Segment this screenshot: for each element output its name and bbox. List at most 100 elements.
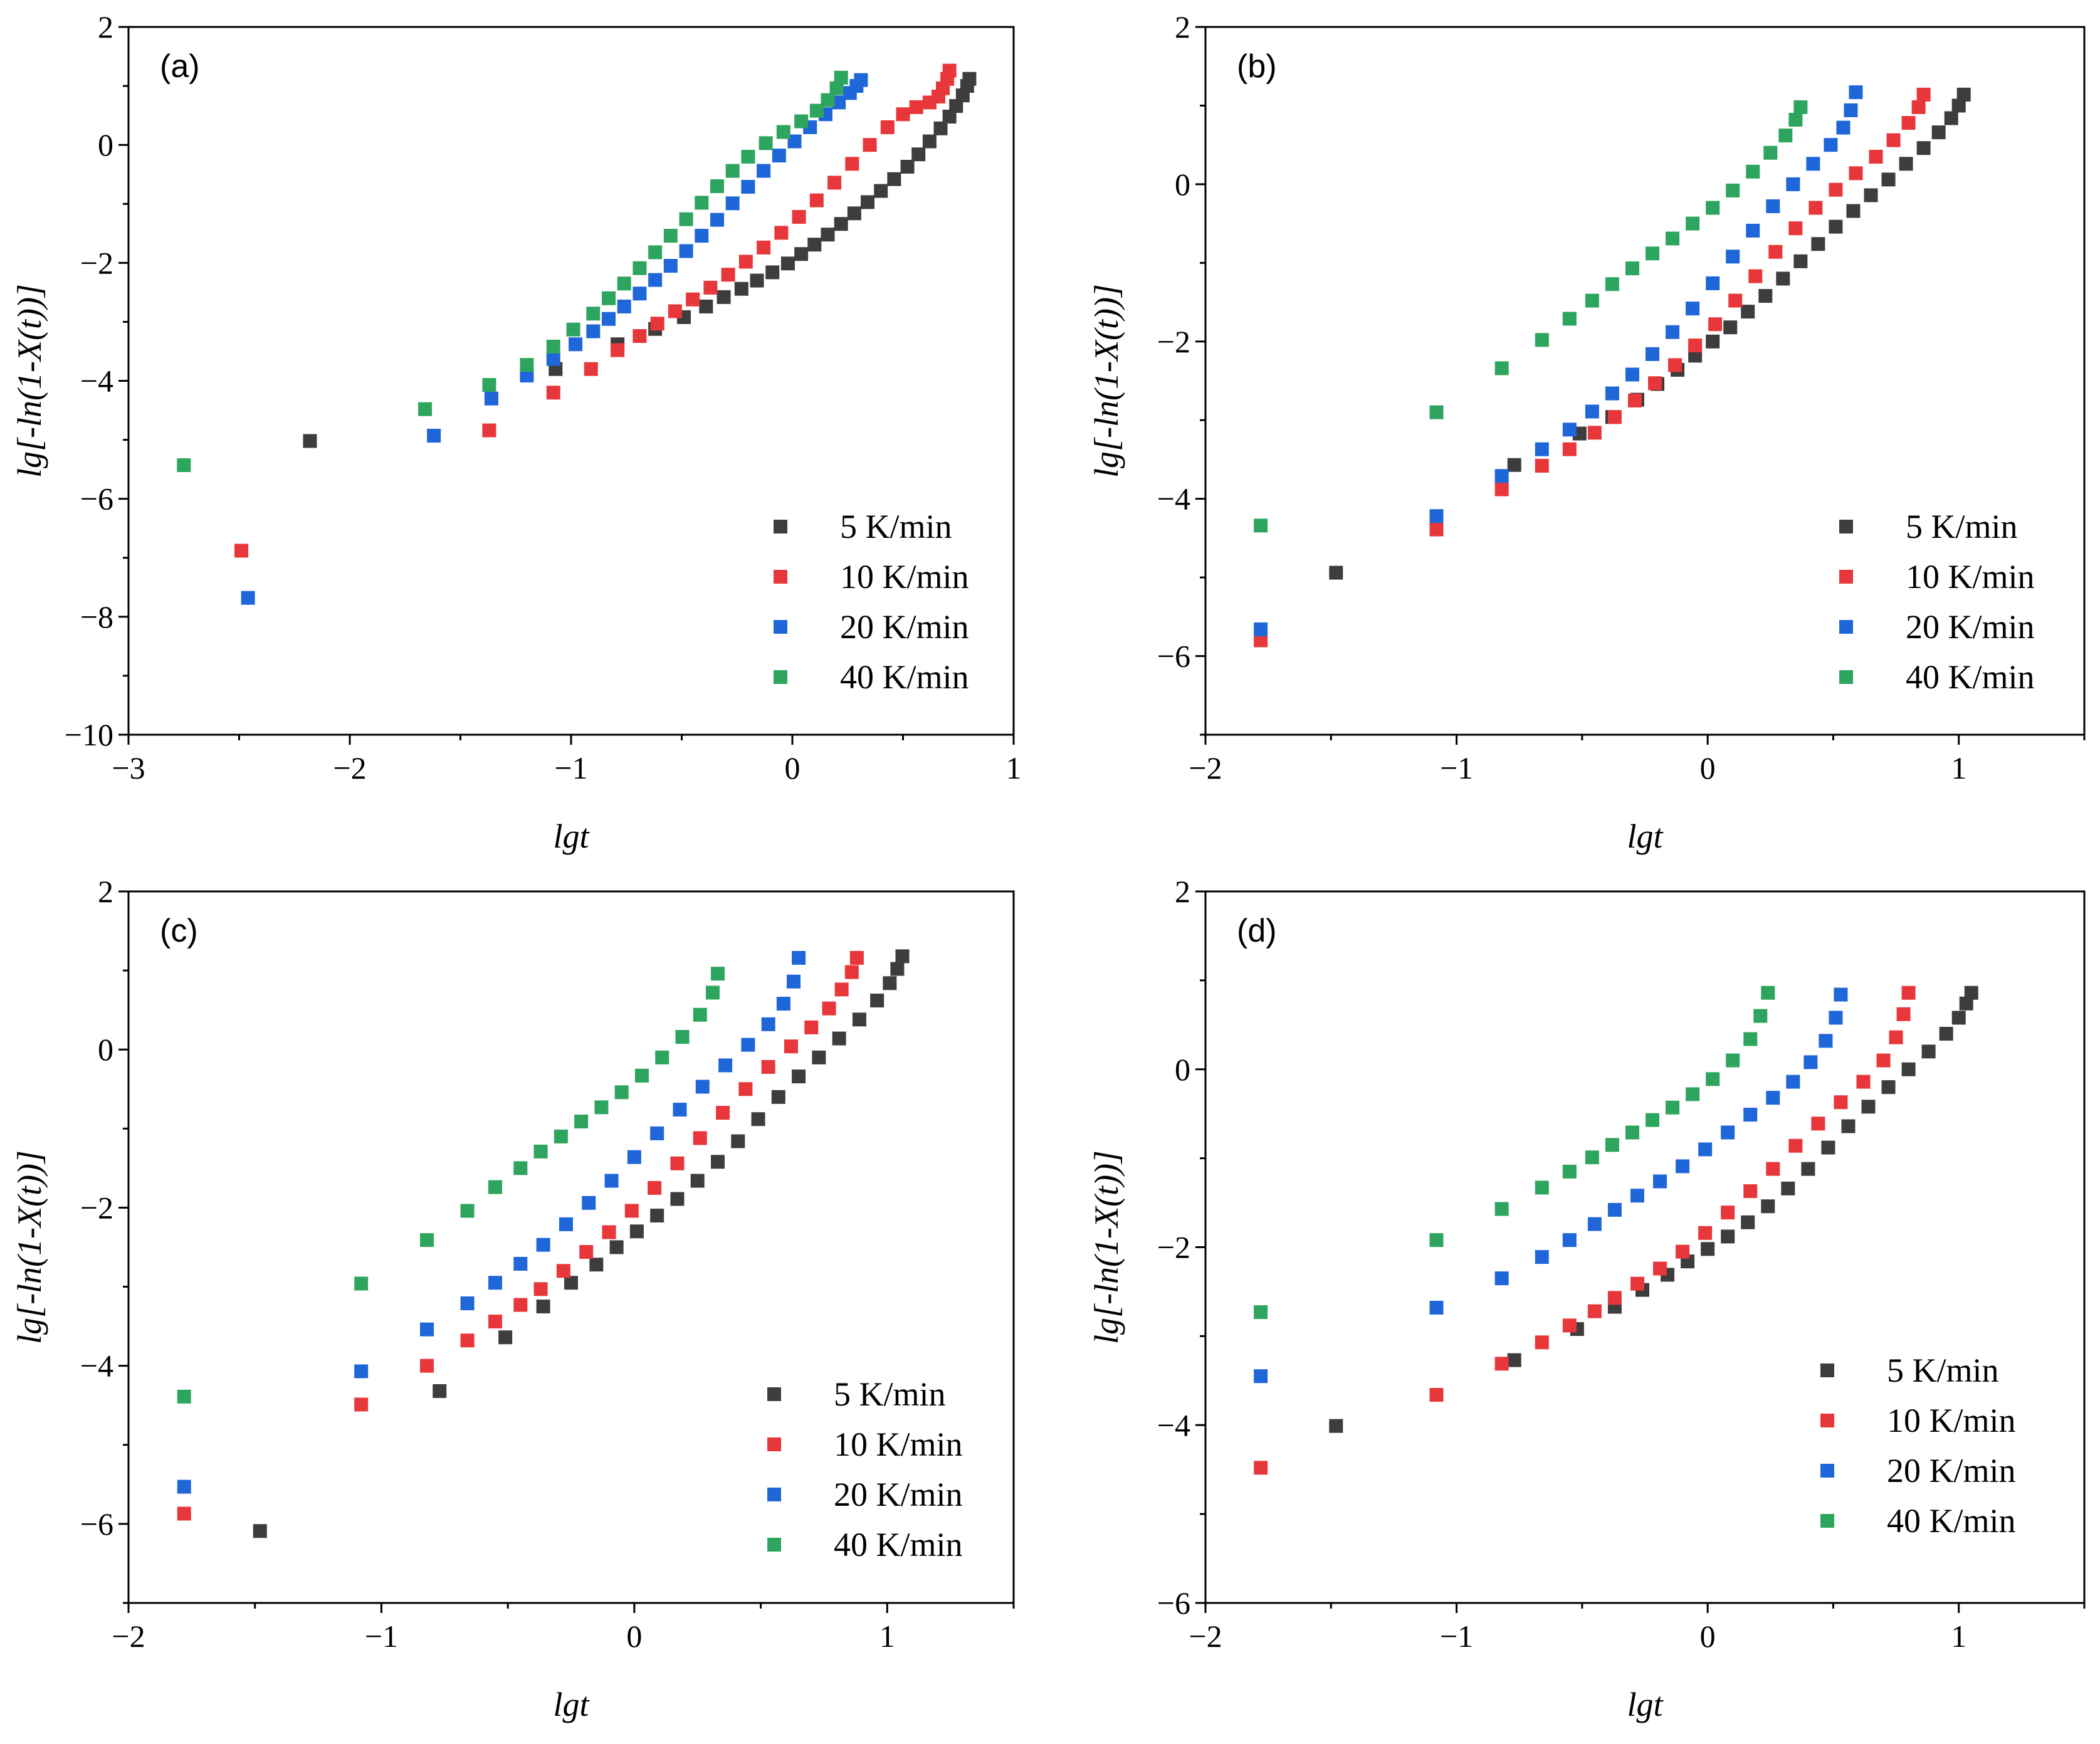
data-point	[1587, 426, 1602, 440]
data-point	[675, 1030, 690, 1044]
data-point	[559, 1217, 573, 1231]
data-point	[1786, 1074, 1800, 1089]
data-point	[1698, 1226, 1713, 1240]
data-point	[690, 1174, 705, 1188]
data-point	[1921, 1044, 1936, 1059]
data-point	[794, 247, 809, 261]
data-point	[834, 70, 848, 85]
legend-marker	[1839, 670, 1853, 684]
legend: 5 K/min 10 K/min 20 K/min 40 K/min	[1820, 1352, 2016, 1540]
legend-label: 5 K/min	[1906, 508, 2018, 545]
data-point	[900, 159, 915, 174]
data-point	[1706, 201, 1720, 215]
data-point	[1776, 271, 1790, 286]
data-point	[420, 1233, 434, 1248]
data-point	[177, 1479, 191, 1494]
y-tick-label: −2	[80, 1190, 113, 1225]
x-tick-label: −2	[1189, 750, 1222, 785]
data-point	[1728, 293, 1743, 308]
x-tick-label: −1	[554, 750, 587, 785]
data-point	[1901, 1062, 1916, 1076]
data-point	[1535, 1250, 1549, 1264]
data-point	[890, 962, 905, 976]
data-point	[177, 1506, 191, 1521]
data-point	[460, 1296, 475, 1311]
data-point	[854, 73, 868, 87]
data-point	[569, 337, 583, 352]
data-point	[1494, 1357, 1509, 1371]
data-point	[725, 196, 740, 211]
legend-label: 10 K/min	[834, 1426, 963, 1463]
data-point	[460, 1204, 475, 1218]
data-point	[554, 1129, 568, 1143]
y-axis-title: lg[-ln(1-X(t))]	[11, 284, 48, 478]
data-point	[1698, 1142, 1713, 1157]
plot-frame	[1204, 26, 2086, 736]
data-point	[1605, 386, 1619, 401]
data-point	[1788, 221, 1803, 236]
data-point	[693, 1131, 707, 1145]
data-point	[484, 391, 498, 406]
data-point	[699, 299, 713, 313]
data-point	[1766, 1162, 1780, 1176]
data-point	[303, 434, 317, 448]
y-tick-label: 2	[98, 874, 113, 909]
data-point	[887, 172, 901, 186]
data-point	[1911, 100, 1926, 114]
data-point	[1507, 1353, 1521, 1367]
data-point	[807, 238, 822, 252]
data-point	[354, 1397, 369, 1412]
data-point	[1849, 166, 1863, 181]
data-point	[1781, 1181, 1795, 1195]
data-point	[710, 967, 725, 981]
data-point	[787, 974, 801, 989]
data-point	[693, 1007, 707, 1022]
y-tick-label: −2	[80, 245, 113, 280]
data-point	[482, 378, 496, 392]
data-point	[1836, 120, 1851, 135]
data-point	[1959, 996, 1973, 1011]
data-point	[1793, 100, 1808, 114]
y-tick-label: −8	[80, 599, 113, 634]
legend-label: 10 K/min	[1906, 558, 2035, 596]
data-point	[546, 386, 560, 400]
y-tick-label: −2	[1157, 1230, 1190, 1265]
data-point	[1535, 333, 1549, 347]
data-point	[710, 1155, 725, 1169]
x-tick-label: −2	[1189, 1619, 1222, 1654]
data-point	[1535, 1180, 1549, 1195]
data-point	[1254, 633, 1268, 648]
series-40-k-min	[1254, 985, 1775, 1320]
data-point	[874, 184, 888, 198]
data-point	[870, 994, 885, 1008]
x-axis-title: lgt	[1627, 1686, 1664, 1723]
legend-label: 5 K/min	[834, 1375, 946, 1413]
data-point	[617, 276, 631, 291]
data-point	[832, 1031, 846, 1046]
data-point	[717, 290, 731, 304]
series-40-k-min	[1254, 100, 1808, 533]
data-point	[556, 1264, 570, 1278]
data-point	[1726, 183, 1740, 197]
data-point	[705, 985, 720, 1000]
data-point	[566, 322, 580, 337]
data-point	[488, 1315, 502, 1329]
data-point	[611, 343, 625, 357]
panel-d: −2 −1 0 1 −6 −4 −2 0 2 lgt lg[-ln(1-X(t))] (d) 5 K/m…	[1088, 874, 2086, 1723]
data-point	[1646, 246, 1660, 261]
data-point	[1666, 325, 1680, 339]
x-tick-label: −2	[112, 1619, 145, 1654]
x-tick-label: 0	[1700, 1619, 1716, 1654]
legend-label: 10 K/min	[1887, 1402, 2016, 1439]
data-point	[627, 1150, 641, 1164]
data-point	[863, 138, 877, 152]
data-point	[1806, 157, 1820, 171]
y-tick-label: −4	[1157, 1407, 1190, 1442]
data-point	[513, 1298, 528, 1312]
data-point	[498, 1330, 513, 1345]
data-point	[834, 982, 849, 997]
data-point	[1605, 277, 1619, 292]
data-point	[880, 120, 895, 134]
data-point	[633, 328, 647, 343]
data-point	[1494, 1202, 1509, 1216]
